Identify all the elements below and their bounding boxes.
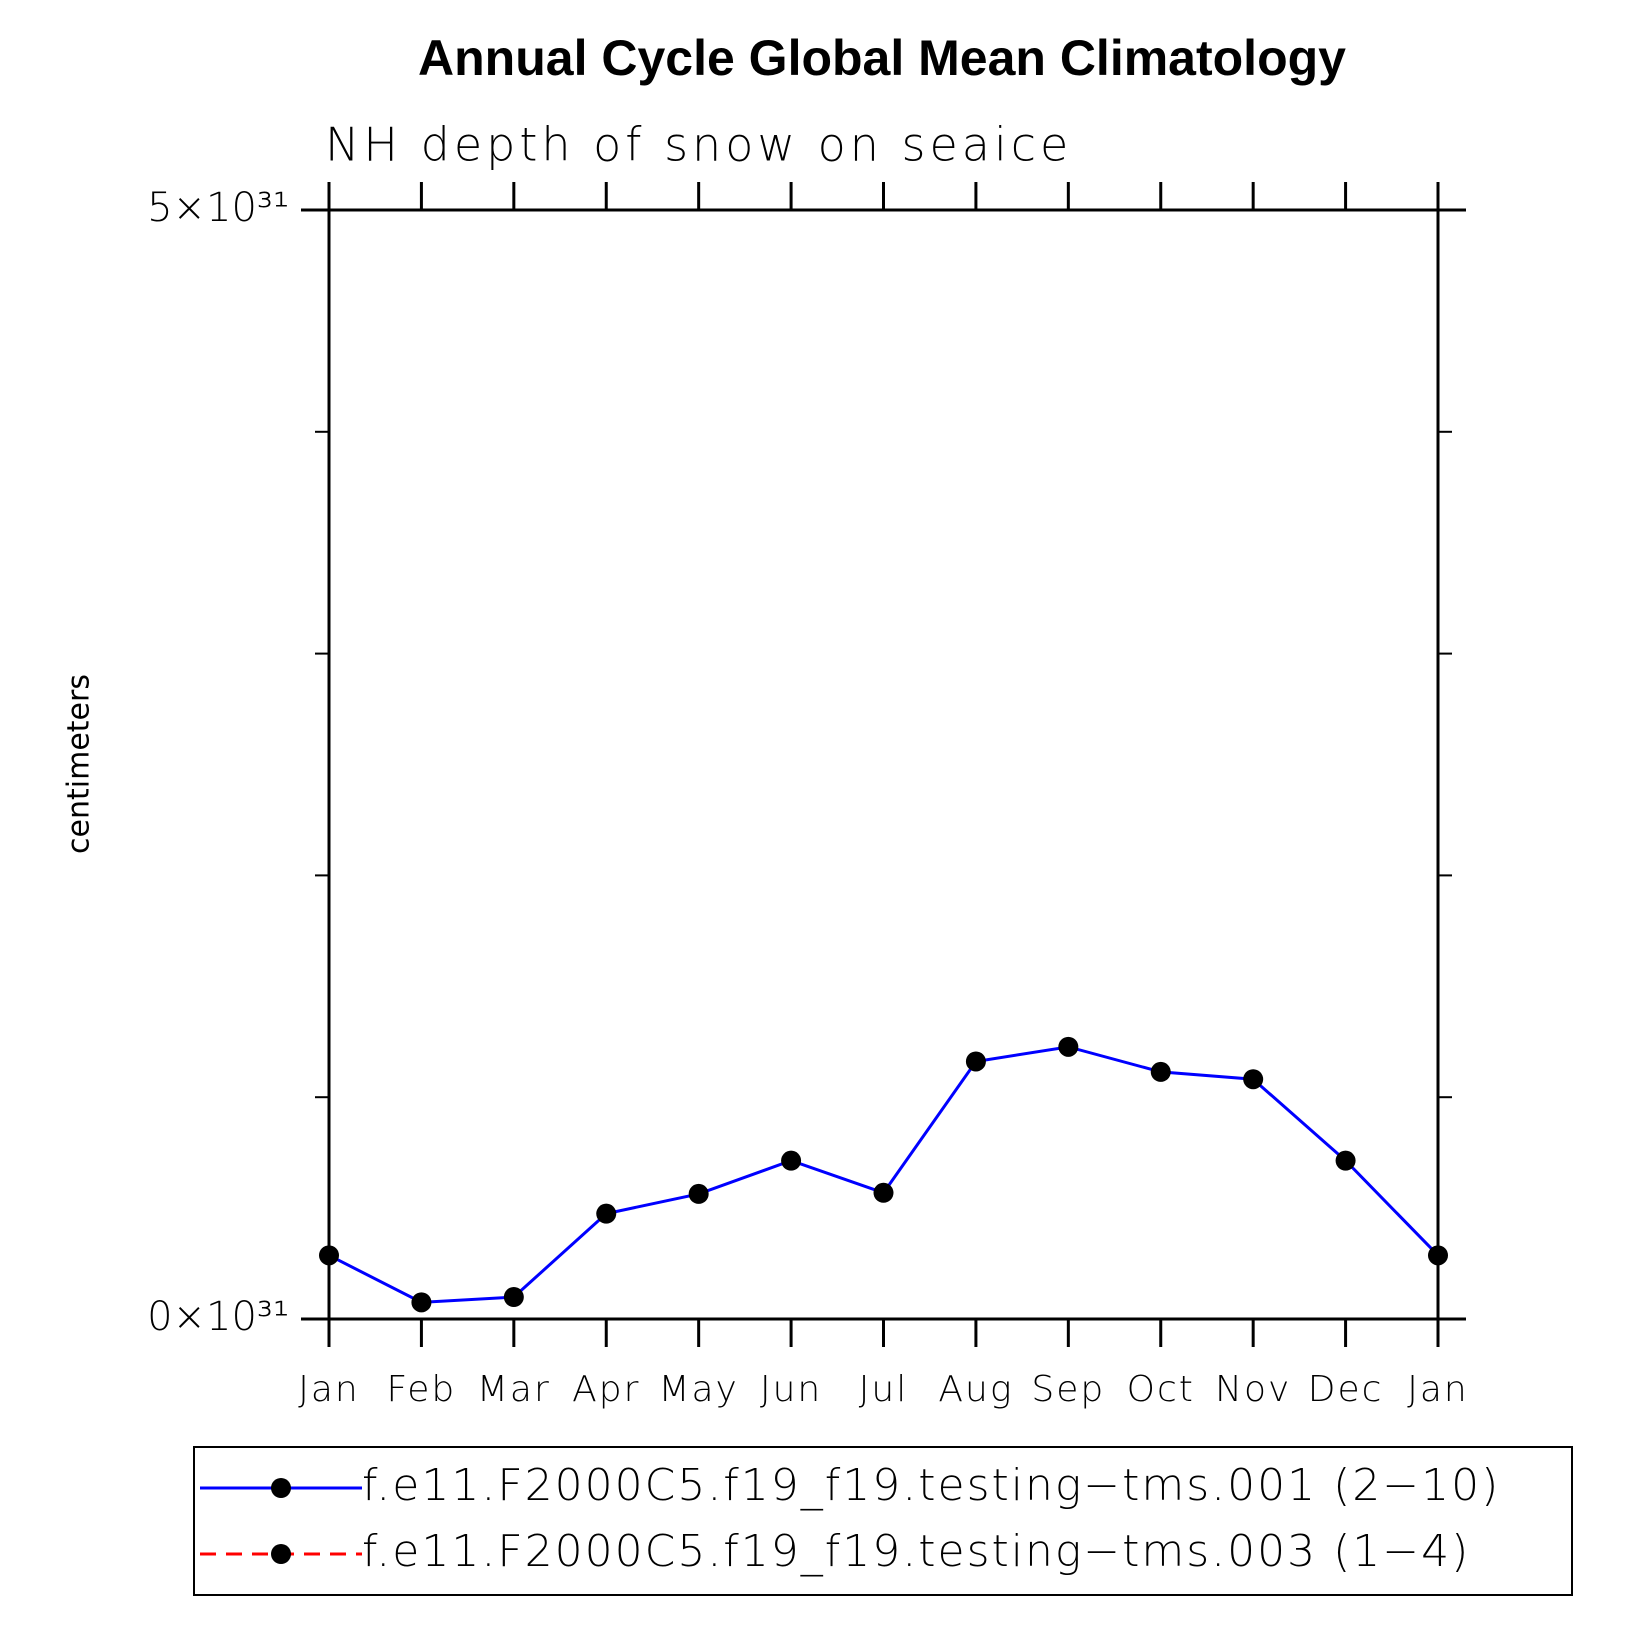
data-point: [873, 1182, 894, 1203]
x-tick-label: Sep: [1031, 1369, 1105, 1410]
data-point: [503, 1287, 524, 1308]
x-tick-label: Jan: [1407, 1369, 1469, 1410]
legend-marker: [271, 1544, 291, 1564]
x-tick-label: Jan: [298, 1369, 360, 1410]
data-point: [1150, 1061, 1171, 1082]
x-tick-label: Aug: [938, 1369, 1013, 1410]
series-line: [328, 1045, 1440, 1304]
legend-label: f.e11.F2000C5.f19_f19.testing−tms.003 (1…: [362, 1526, 1470, 1577]
plot-frame: [327, 208, 1440, 1321]
legend-marker: [271, 1478, 291, 1498]
chart-title: Annual Cycle Global Mean Climatology: [418, 30, 1346, 86]
x-tick-label: Feb: [387, 1369, 457, 1410]
x-tick-label: Jul: [859, 1369, 908, 1410]
data-point: [1428, 1245, 1448, 1266]
x-tick-label: Apr: [572, 1369, 640, 1410]
y-axis-label: centimeters: [62, 674, 97, 854]
y-tick-label: 0×10³¹: [147, 1294, 289, 1340]
data-point: [411, 1292, 432, 1313]
data-point: [965, 1051, 986, 1072]
data-point: [688, 1183, 709, 1204]
data-point: [1058, 1036, 1079, 1057]
x-tick-label: Oct: [1127, 1369, 1195, 1410]
x-tick-label: Dec: [1308, 1369, 1384, 1410]
legend-box: [193, 1446, 1573, 1596]
y-tick-label: 5×10³¹: [147, 185, 289, 231]
data-point: [596, 1203, 617, 1224]
legend-label: f.e11.F2000C5.f19_f19.testing−tms.001 (2…: [362, 1460, 1500, 1511]
x-tick-label: Nov: [1215, 1369, 1291, 1410]
data-point: [781, 1150, 802, 1171]
data-point: [1243, 1069, 1264, 1090]
data-point: [1335, 1150, 1356, 1171]
x-tick-label: Mar: [477, 1369, 551, 1410]
chart-subtitle: NH depth of snow on seaice: [325, 118, 1072, 172]
x-tick-label: May: [658, 1369, 738, 1410]
x-tick-label: Jun: [760, 1369, 822, 1410]
data-point: [319, 1245, 339, 1266]
